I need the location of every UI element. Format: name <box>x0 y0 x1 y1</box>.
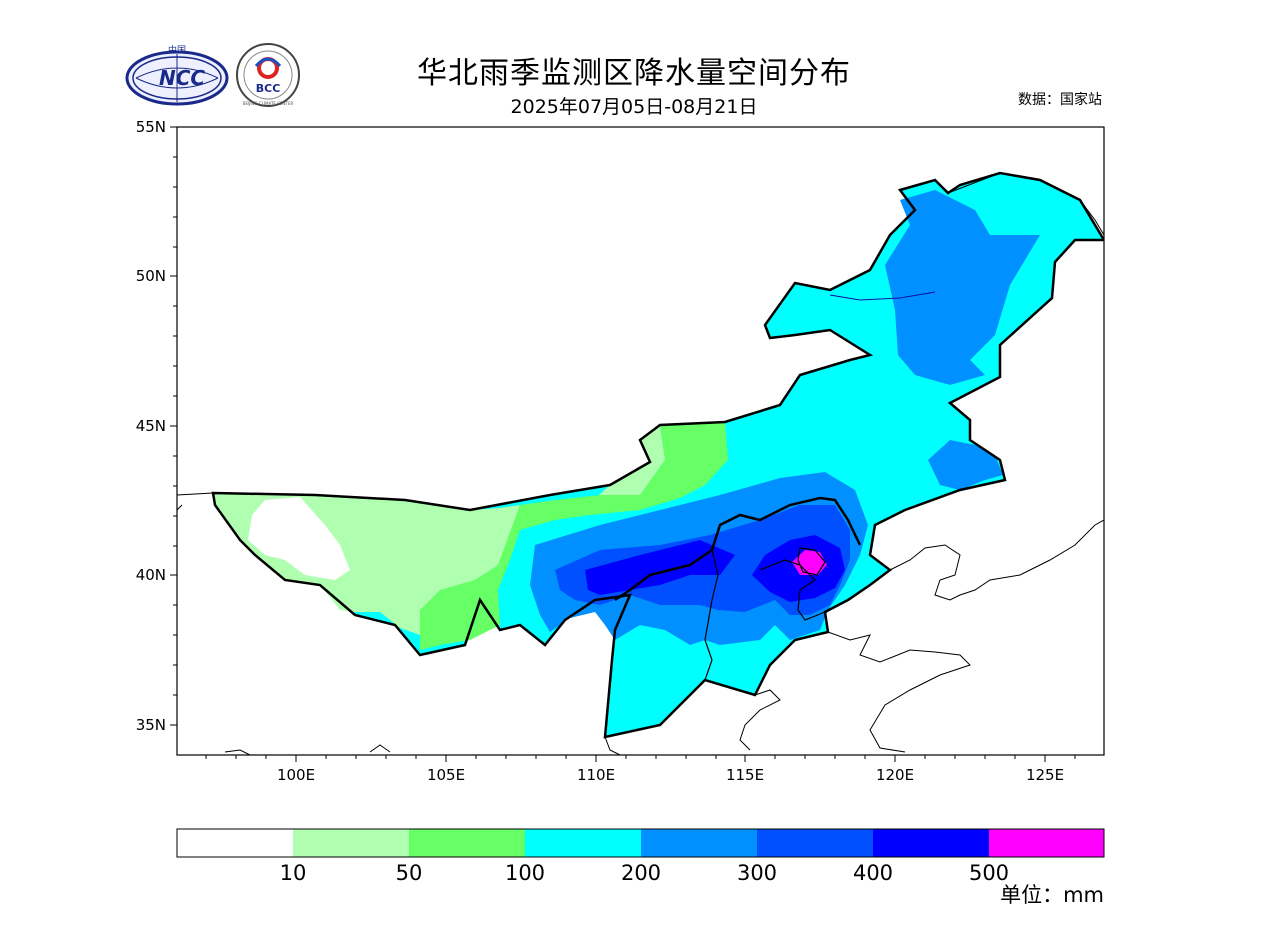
legend-label: 50 <box>396 861 423 885</box>
ncc-logo: 中国 NCC <box>125 44 229 106</box>
legend-swatch <box>409 829 525 857</box>
lon-axis <box>205 755 1076 762</box>
legend-swatch <box>757 829 873 857</box>
lat-label-50n: 50N <box>136 267 166 285</box>
legend-label: 10 <box>280 861 307 885</box>
lon-label-115e: 115E <box>726 766 764 784</box>
data-source: 数据：国家站 <box>1018 92 1102 108</box>
map-title: 华北雨季监测区降水量空间分布 <box>417 56 851 91</box>
lon-label-100e: 100E <box>277 766 315 784</box>
lon-label-110e: 110E <box>577 766 615 784</box>
legend-label: 200 <box>621 861 661 885</box>
bcc-logo-text: BCC <box>256 82 281 95</box>
map-subtitle: 2025年07月05日-08月21日 <box>510 96 758 118</box>
legend-unit: 单位：mm <box>1000 883 1104 907</box>
legend-swatch <box>873 829 989 857</box>
legend-label: 300 <box>737 861 777 885</box>
legend-swatch <box>177 829 293 857</box>
lon-label-105e: 105E <box>427 766 465 784</box>
lat-label-55n: 55N <box>136 118 166 136</box>
lat-label-40n: 40N <box>136 566 166 584</box>
legend-colorbar <box>176 828 1105 858</box>
legend-label: 400 <box>853 861 893 885</box>
map-frame <box>176 126 1105 756</box>
legend-label: 100 <box>505 861 545 885</box>
lon-label-125e: 125E <box>1026 766 1064 784</box>
ncc-logo-text: NCC <box>159 66 205 90</box>
bcc-logo-ring-text: BEIJING CLIMATE CENTER <box>243 101 294 106</box>
legend-swatch <box>525 829 641 857</box>
lat-axis <box>170 126 177 726</box>
precipitation-fill <box>177 171 1104 755</box>
lat-label-35n: 35N <box>136 716 166 734</box>
legend-swatch <box>293 829 409 857</box>
bcc-logo: BCC BEIJING CLIMATE CENTER <box>236 43 300 107</box>
legend-label: 500 <box>969 861 1009 885</box>
lat-label-45n: 45N <box>136 417 166 435</box>
legend-swatch <box>989 829 1104 857</box>
lon-label-120e: 120E <box>876 766 914 784</box>
legend-swatch <box>641 829 757 857</box>
